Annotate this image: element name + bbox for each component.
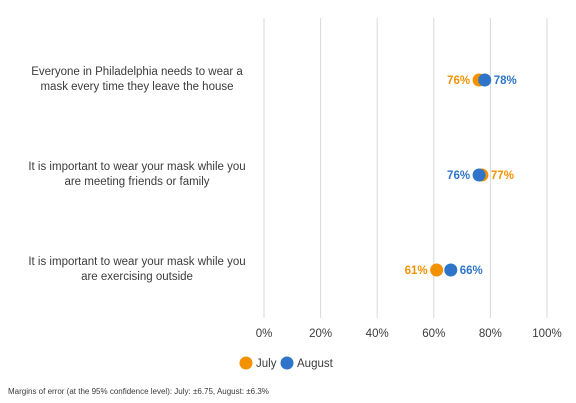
x-tick-label: 40% xyxy=(366,328,389,340)
category-labels: Everyone in Philadelphia needs to wear a… xyxy=(28,66,245,283)
legend-marker xyxy=(239,356,253,370)
july-value-label: 76% xyxy=(447,75,470,87)
august-value-label: 66% xyxy=(460,265,483,277)
x-tick-label: 20% xyxy=(309,328,332,340)
legend-label: August xyxy=(297,358,334,370)
category-label: It is important to wear your mask while … xyxy=(28,256,245,283)
x-tick-label: 60% xyxy=(422,328,445,340)
category-label: It is important to wear your mask while … xyxy=(28,161,245,188)
dot-plot-chart: 0% 20% 40% 60% 80% 100% Everyone in Philadelp… xyxy=(28,18,562,370)
x-tick-label: 100% xyxy=(532,328,561,340)
x-tick-label: 80% xyxy=(479,328,502,340)
july-value-label: 77% xyxy=(491,170,514,182)
august-point xyxy=(444,263,458,277)
legend-marker xyxy=(280,356,294,370)
margin-of-error-note: Margins of error (at the 95% confidence … xyxy=(8,387,269,396)
july-point xyxy=(430,263,444,277)
july-value-label: 61% xyxy=(405,265,428,277)
legend: July August xyxy=(239,356,334,370)
category-label: Everyone in Philadelphia needs to wear a… xyxy=(31,66,243,93)
august-point xyxy=(478,73,492,87)
x-axis-ticks: 0% 20% 40% 60% 80% 100% xyxy=(256,328,562,340)
gridlines xyxy=(263,18,548,318)
august-point xyxy=(472,168,486,182)
data-marks: 76% 78% 77% 76% 61% 66% xyxy=(405,73,517,277)
x-tick-label: 0% xyxy=(256,328,273,340)
august-value-label: 78% xyxy=(494,75,517,87)
legend-label: July xyxy=(256,358,277,370)
august-value-label: 76% xyxy=(447,170,470,182)
